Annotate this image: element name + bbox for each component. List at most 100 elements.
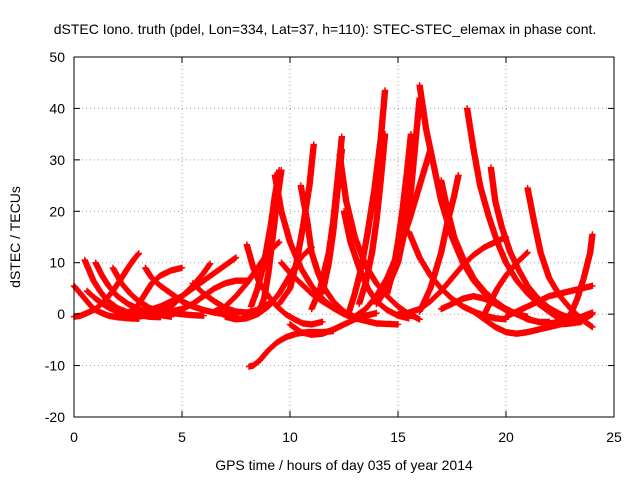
data-point-run <box>124 300 141 312</box>
data-point-run <box>438 301 455 313</box>
data-points <box>70 82 596 370</box>
x-tick-label: 25 <box>606 429 622 445</box>
data-point-run <box>371 137 384 194</box>
data-point-run <box>515 267 531 288</box>
data-point-run <box>494 273 509 292</box>
data-point-run <box>470 308 487 322</box>
data-point <box>276 238 283 246</box>
series-30 <box>384 130 415 297</box>
data-point <box>524 249 531 256</box>
data-point-run <box>459 303 476 315</box>
data-point-run <box>250 358 262 369</box>
data-point-run <box>286 260 300 292</box>
data-point-run <box>243 311 260 322</box>
data-point-run <box>438 285 455 302</box>
data-point <box>178 264 186 272</box>
data-point <box>206 260 214 267</box>
data-point-run <box>574 276 587 302</box>
data-point-run <box>293 224 306 266</box>
data-point-run <box>105 282 120 299</box>
data-point-run <box>451 233 466 260</box>
y-axis-label: dSTEC / TECUs <box>7 186 23 288</box>
data-point-run <box>481 299 494 318</box>
data-point-run <box>79 292 90 304</box>
data-point-run <box>297 182 311 224</box>
data-point-run <box>340 316 357 328</box>
data-point-run <box>265 340 280 354</box>
data-point-run <box>343 197 358 239</box>
data-point-run <box>189 280 206 296</box>
data-point-run <box>83 287 98 302</box>
data-point-run <box>222 293 239 310</box>
data-point <box>232 254 240 261</box>
data-point-run <box>148 274 163 289</box>
data-point <box>407 130 415 138</box>
data-point-run <box>109 264 125 286</box>
data-point <box>405 315 412 322</box>
y-tick-label: 10 <box>49 255 65 271</box>
data-point-run <box>319 298 336 311</box>
data-point-run <box>330 321 347 333</box>
data-point-run <box>178 301 195 313</box>
y-tick-labels: -20 -10 0 10 20 30 40 50 <box>45 49 65 425</box>
data-point <box>589 309 596 316</box>
data-point-run <box>340 208 354 245</box>
data-point-run <box>368 219 380 256</box>
data-point-run <box>286 321 304 335</box>
data-point-run <box>265 292 280 309</box>
series-16 <box>254 166 285 318</box>
series-44 <box>535 231 596 327</box>
data-point-run <box>459 254 477 281</box>
data-point-run <box>278 208 293 245</box>
data-point-run <box>485 213 501 245</box>
data-point-run <box>422 125 438 173</box>
data-point-run <box>351 306 368 320</box>
data-point <box>373 309 380 317</box>
data-point-run <box>157 267 174 279</box>
x-tick-label: 20 <box>498 429 514 445</box>
data-point-run <box>254 296 267 318</box>
data-point-run <box>92 259 105 278</box>
data-point-run <box>319 326 336 337</box>
series-27 <box>355 130 389 308</box>
data-point <box>310 141 317 148</box>
data-point-run <box>412 96 423 148</box>
data-point-run <box>448 263 466 282</box>
data-point-run <box>325 229 337 266</box>
data-point-run <box>189 293 206 308</box>
data-point-run <box>330 298 347 314</box>
series-40 <box>481 249 531 318</box>
data-point-run <box>304 218 315 255</box>
data-point-run <box>118 280 133 296</box>
data-point <box>319 318 326 326</box>
data-point <box>338 133 346 140</box>
series-45 <box>546 308 596 322</box>
x-tick-label: 0 <box>70 429 78 445</box>
data-point-run <box>448 296 465 308</box>
data-point-run <box>580 250 594 282</box>
data-point-run <box>399 173 410 215</box>
data-point-run <box>83 298 94 309</box>
data-point-run <box>438 219 451 256</box>
data-point-run <box>347 238 362 270</box>
x-tick-label: 5 <box>178 429 186 445</box>
data-point <box>589 231 596 238</box>
data-point-run <box>269 199 281 241</box>
data-point-run <box>390 240 401 272</box>
data-point-run <box>394 229 408 266</box>
data-point-run <box>157 298 174 310</box>
data-point-run <box>211 303 228 315</box>
data-point-run <box>492 300 509 312</box>
data-point-run <box>492 197 505 229</box>
data-point-run <box>451 173 462 200</box>
data-point-run <box>297 280 314 296</box>
y-tick-label: 40 <box>49 100 65 116</box>
data-point-run <box>587 232 596 256</box>
data-point-run <box>377 132 389 184</box>
plot-frame <box>73 56 615 418</box>
axis-ticks <box>73 56 615 418</box>
data-point-run <box>103 296 120 311</box>
data-point-run <box>276 286 293 308</box>
data-point-run <box>200 270 217 284</box>
